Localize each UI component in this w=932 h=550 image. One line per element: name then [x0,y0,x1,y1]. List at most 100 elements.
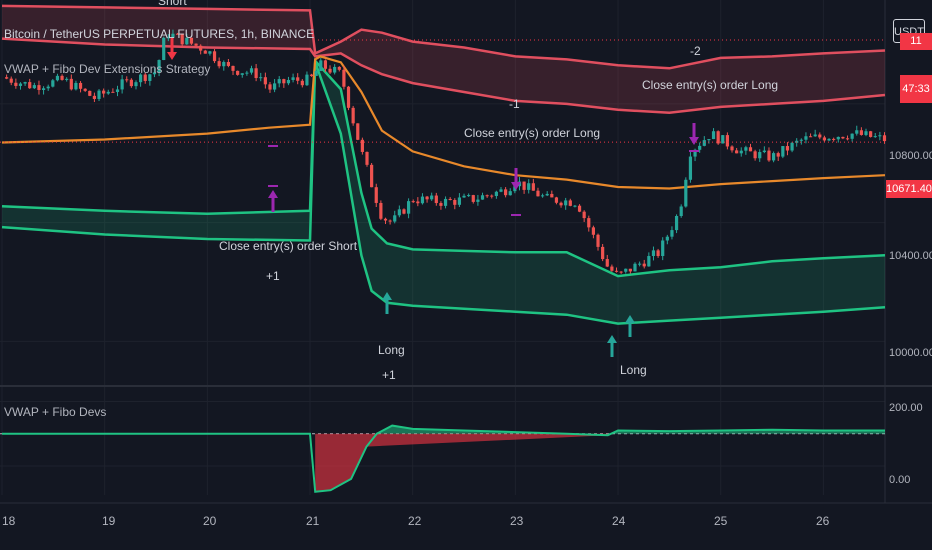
candle [152,72,157,75]
candle [51,80,55,87]
candle [249,68,254,73]
candle [494,191,498,197]
candle [716,131,720,144]
candle [78,82,83,89]
candle [314,70,318,76]
candle [758,152,762,159]
candle [356,123,360,140]
candle [185,37,189,45]
candle [531,183,535,191]
candle [457,197,462,205]
candle [254,68,258,79]
x-tick-label: 23 [510,514,524,528]
candle [661,240,665,256]
candle [638,263,642,265]
close-long-2-tick [689,150,699,152]
candle [60,75,64,80]
indicator-pane-title[interactable]: VWAP + Fibo Devs [4,405,107,419]
candle [490,195,494,197]
candle [467,195,471,197]
candle [263,77,267,85]
candle [753,151,757,159]
close-long-1-arrow [511,168,521,190]
candle [333,66,337,73]
long-1-arrow [382,292,392,314]
candle [402,209,406,214]
candle [785,146,790,151]
lower-band-fill [2,60,885,324]
close-short-arrow [268,190,278,212]
candle [134,82,138,87]
candle [799,139,803,141]
candle [166,37,170,39]
candle [337,66,341,70]
candle [587,218,591,228]
candle [790,142,794,151]
candle [125,79,129,81]
candle [351,107,355,124]
candle [323,60,328,69]
candle [841,136,845,139]
candle [18,83,23,86]
candle [651,250,656,257]
candle [222,62,226,67]
candle [425,196,429,200]
candle [143,74,147,81]
long-2b-arrow [625,315,635,337]
candle [208,51,212,54]
candle [286,79,291,84]
candle [813,134,817,137]
candle [462,195,466,198]
candle [360,139,364,152]
candle [550,193,554,198]
candle [684,179,688,207]
candle [411,201,415,203]
upper-band-fill [2,5,885,113]
candle [434,195,438,204]
candle [97,90,101,99]
candle [309,74,314,76]
candle [536,190,540,197]
candle [370,164,374,188]
upper-outer-line [1,4,886,70]
candle [771,153,776,161]
candle [83,88,87,91]
candle [688,156,693,180]
candle [37,85,41,90]
candle [245,72,249,74]
candle [804,136,808,140]
upper-inner-line [1,37,886,115]
candle [393,215,397,222]
close-short-tick [268,185,278,187]
candle [767,150,771,161]
candle [822,137,827,141]
candle [665,236,669,241]
current-price-tag: 10671.40 [886,180,932,198]
candle [573,205,577,207]
candle [855,130,859,134]
candle [776,153,780,157]
candle [739,150,743,154]
candle [628,268,632,272]
strategy-title[interactable]: VWAP + Fibo Dev Extensions Strategy [4,62,211,76]
candle [702,140,706,146]
signal-close-long-2-count: -2 [690,44,701,58]
candle [282,79,286,84]
candle [231,65,235,71]
candle [46,86,50,89]
candle [711,131,716,140]
candle [14,82,18,86]
candle [212,51,217,62]
x-tick-label: 20 [203,514,217,528]
candle [827,138,831,141]
candle [379,202,383,219]
signal-long-1-count: +1 [382,368,396,382]
candle [365,151,369,165]
candle [781,146,785,157]
x-tick-label: 22 [408,514,422,528]
signal-close-short-label: Close entry(s) order Short [219,239,358,253]
candle [106,91,110,94]
short-arrow [167,38,177,60]
candle [679,206,683,216]
